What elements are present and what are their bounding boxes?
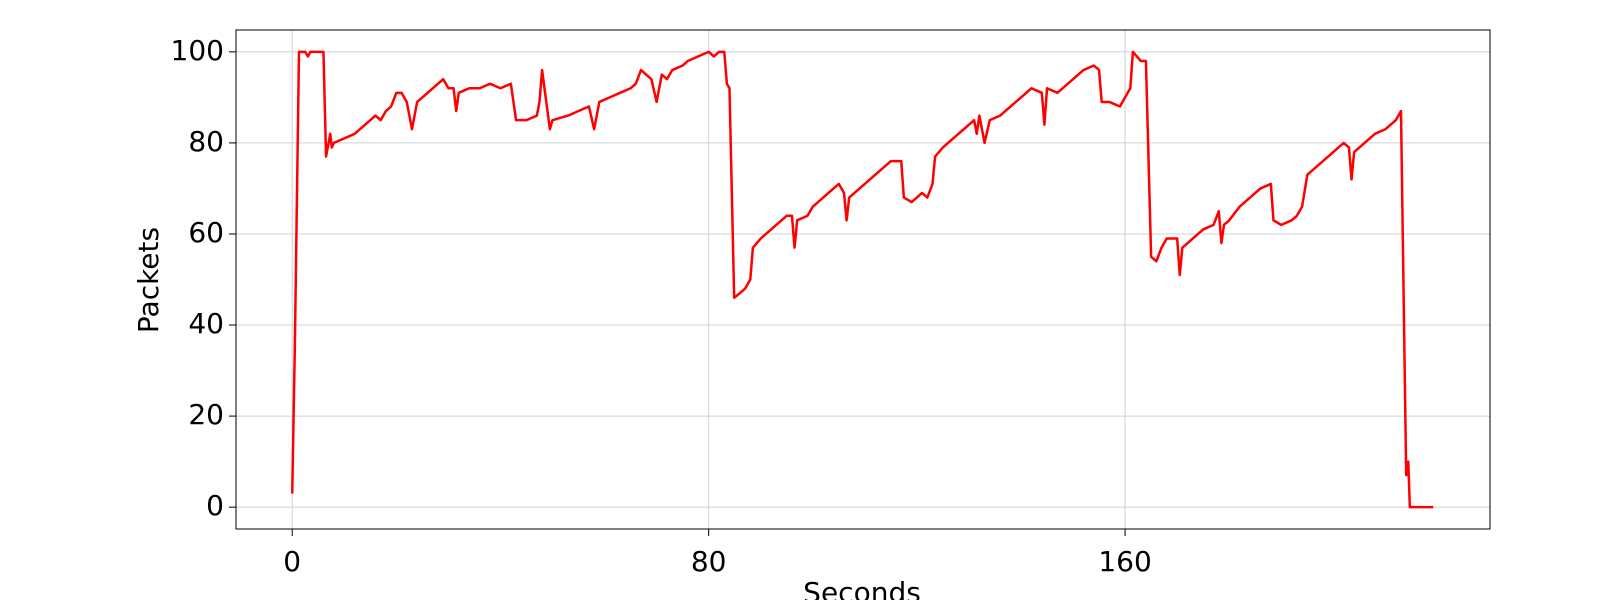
y-tick-label: 20 [188,398,224,431]
data-line [290,50,1434,509]
y-axis-label: Packets [132,227,165,333]
x-tick-label: 0 [283,545,301,578]
x-tick-label: 80 [691,545,727,578]
y-tick-label: 40 [188,307,224,340]
plot-frame [235,29,1491,530]
y-tick-label: 80 [188,125,224,158]
y-tick-label: 0 [206,489,224,522]
y-tick-label: 60 [188,216,224,249]
y-tick-label: 100 [171,34,224,67]
x-tick-label: 160 [1098,545,1151,578]
x-axis-label: Seconds [803,576,921,600]
